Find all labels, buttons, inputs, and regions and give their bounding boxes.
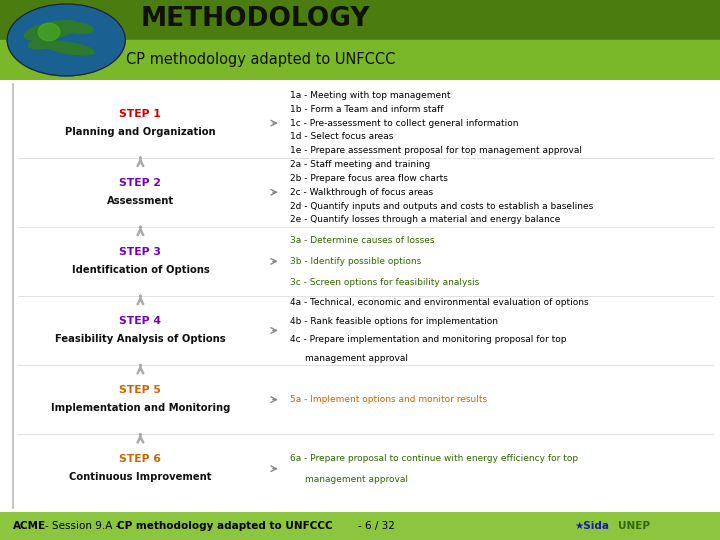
- Text: STEP 4: STEP 4: [120, 316, 161, 326]
- Text: 4b - Rank feasible options for implementation: 4b - Rank feasible options for implement…: [290, 317, 498, 326]
- Bar: [0, 0, 720, 40]
- Text: 1a - Meeting with top management: 1a - Meeting with top management: [290, 91, 451, 100]
- Text: management approval: management approval: [305, 354, 408, 363]
- Ellipse shape: [7, 4, 125, 76]
- Text: Feasibility Analysis of Options: Feasibility Analysis of Options: [55, 334, 225, 344]
- Text: - Session 9.A -: - Session 9.A -: [45, 521, 123, 531]
- Ellipse shape: [28, 39, 55, 49]
- Text: Continuous Improvement: Continuous Improvement: [69, 472, 212, 482]
- Ellipse shape: [42, 41, 94, 55]
- Ellipse shape: [24, 21, 79, 40]
- Text: 1b - Form a Team and inform staff: 1b - Form a Team and inform staff: [290, 105, 444, 114]
- Text: ACME: ACME: [13, 521, 46, 531]
- Ellipse shape: [63, 22, 93, 33]
- Text: 3a - Determine causes of losses: 3a - Determine causes of losses: [290, 236, 435, 245]
- Text: 2a - Staff meeting and training: 2a - Staff meeting and training: [290, 160, 431, 169]
- Text: ★Sida: ★Sida: [575, 521, 610, 531]
- Text: 3c - Screen options for feasibility analysis: 3c - Screen options for feasibility anal…: [290, 278, 480, 287]
- Ellipse shape: [38, 23, 60, 40]
- Text: CP methodology adapted to UNFCCC: CP methodology adapted to UNFCCC: [117, 521, 333, 531]
- Text: 1d - Select focus areas: 1d - Select focus areas: [290, 132, 394, 141]
- Text: - 6 / 32: - 6 / 32: [358, 521, 395, 531]
- Text: 6a - Prepare proposal to continue with energy efficiency for top: 6a - Prepare proposal to continue with e…: [290, 454, 578, 463]
- Text: 4a - Technical, economic and environmental evaluation of options: 4a - Technical, economic and environment…: [290, 298, 589, 307]
- Text: STEP 5: STEP 5: [120, 385, 161, 395]
- Text: STEP 6: STEP 6: [120, 454, 161, 464]
- Text: UNEP: UNEP: [618, 521, 649, 531]
- Text: 4c - Prepare implementation and monitoring proposal for top: 4c - Prepare implementation and monitori…: [290, 335, 567, 344]
- Text: 2e - Quantify losses through a material and energy balance: 2e - Quantify losses through a material …: [290, 215, 561, 225]
- Text: CP methodology adapted to UNFCCC: CP methodology adapted to UNFCCC: [126, 52, 395, 66]
- Text: Planning and Organization: Planning and Organization: [65, 127, 216, 137]
- Text: Identification of Options: Identification of Options: [71, 265, 210, 275]
- Text: 3b - Identify possible options: 3b - Identify possible options: [290, 257, 421, 266]
- Text: 1c - Pre-assessment to collect general information: 1c - Pre-assessment to collect general i…: [290, 119, 518, 127]
- Text: 2d - Quantify inputs and outputs and costs to establish a baselines: 2d - Quantify inputs and outputs and cos…: [290, 201, 593, 211]
- Text: Assessment: Assessment: [107, 196, 174, 206]
- Text: 2c - Walkthrough of focus areas: 2c - Walkthrough of focus areas: [290, 188, 433, 197]
- Text: Implementation and Monitoring: Implementation and Monitoring: [50, 403, 230, 413]
- Text: management approval: management approval: [305, 475, 408, 484]
- Text: METHODOLOGY: METHODOLOGY: [140, 6, 370, 32]
- Text: 2b - Prepare focus area flow charts: 2b - Prepare focus area flow charts: [290, 174, 448, 183]
- Text: STEP 2: STEP 2: [120, 178, 161, 188]
- Bar: [0, 40, 720, 80]
- Text: STEP 3: STEP 3: [120, 247, 161, 257]
- Text: 1e - Prepare assessment proposal for top management approval: 1e - Prepare assessment proposal for top…: [290, 146, 582, 156]
- Text: STEP 1: STEP 1: [120, 109, 161, 119]
- Text: 5a - Implement options and monitor results: 5a - Implement options and monitor resul…: [290, 395, 487, 404]
